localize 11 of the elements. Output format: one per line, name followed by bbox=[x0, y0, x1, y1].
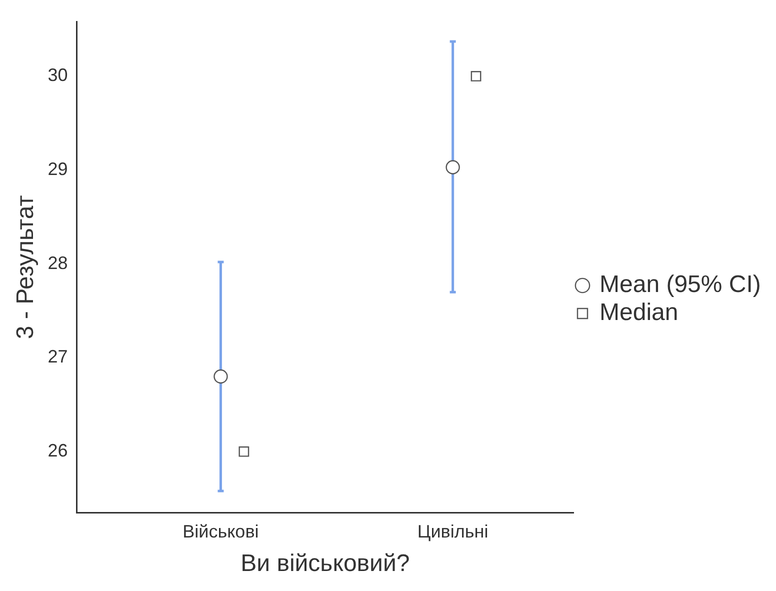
x-tick-label: Цивільні bbox=[417, 521, 488, 542]
y-tick-label: 30 bbox=[48, 65, 68, 86]
y-tick-label: 27 bbox=[48, 346, 68, 367]
y-tick-label: 28 bbox=[48, 252, 68, 273]
legend-label: Mean (95% CI) bbox=[600, 271, 761, 298]
x-tick-label: Військові bbox=[182, 521, 259, 542]
y-axis-title: 3 - Результат bbox=[12, 195, 40, 340]
y-tick-label: 26 bbox=[48, 440, 68, 461]
x-axis-title: Ви військовий? bbox=[240, 550, 410, 578]
legend-label: Median bbox=[600, 299, 678, 326]
y-tick-label: 29 bbox=[48, 159, 68, 180]
